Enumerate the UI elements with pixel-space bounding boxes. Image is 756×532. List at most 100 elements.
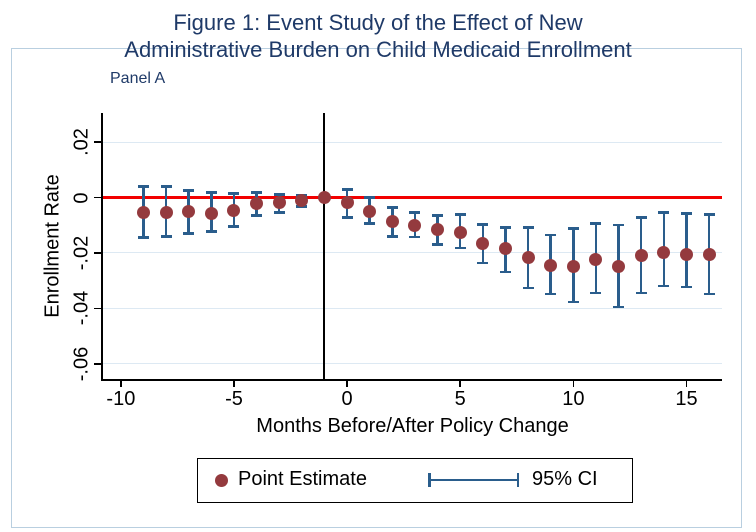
x-tick-label: -5 [225, 388, 243, 410]
x-axis-title: Months Before/After Policy Change [256, 415, 569, 437]
ci-cap-top [432, 214, 444, 217]
legend: Point Estimate 95% CI [197, 458, 633, 503]
x-tick-label: 15 [675, 388, 698, 410]
ci-cap-bottom [477, 261, 489, 265]
y-axis-title: Enrollment Rate [41, 174, 64, 318]
y-gridline [103, 252, 722, 254]
y-axis-line [101, 113, 103, 381]
legend-point-estimate-label: Point Estimate [238, 468, 367, 490]
ci-cap-bottom [228, 225, 240, 228]
ci-cap-top [680, 212, 692, 215]
point-estimate-marker [340, 195, 354, 209]
ci-cap-top [273, 193, 285, 196]
graph-region-border [11, 48, 742, 528]
y-tick-mark [94, 307, 101, 310]
point-estimate-marker [204, 206, 218, 220]
panel-label: Panel A [110, 70, 166, 87]
point-estimate-marker [476, 236, 490, 250]
ci-cap-top [160, 185, 172, 188]
x-tick-mark [572, 381, 575, 387]
y-gridline [103, 307, 722, 309]
ci-cap-bottom [432, 243, 444, 246]
point-estimate-marker [702, 247, 716, 261]
x-axis-line [101, 379, 722, 381]
legend-ci-whisker-icon [428, 473, 519, 487]
x-tick-mark [685, 381, 688, 387]
y-tick-mark [94, 141, 101, 143]
y-tick-mark [94, 252, 101, 254]
ci-cap-top [635, 216, 647, 219]
ci-cap-bottom [545, 292, 557, 296]
ci-cap-top [409, 211, 421, 214]
y-tick-label: .02 [70, 128, 93, 156]
ci-cap-bottom [251, 214, 263, 217]
ci-cap-top [703, 213, 715, 216]
ci-cap-top [477, 223, 489, 226]
y-gridline [103, 363, 722, 365]
point-estimate-marker [566, 259, 580, 273]
y-tick-label: -.02 [70, 235, 93, 271]
point-estimate-marker [431, 222, 445, 236]
x-tick-label: 0 [341, 388, 353, 410]
point-estimate-marker [136, 205, 150, 219]
ci-cap-bottom [703, 292, 715, 296]
ci-cap-bottom [409, 235, 421, 239]
y-tick-mark [94, 363, 101, 365]
point-estimate-marker [159, 205, 173, 219]
ci-cap-top [567, 227, 579, 230]
legend-ci-label: 95% CI [532, 468, 598, 490]
point-estimate-marker [250, 197, 264, 211]
ci-cap-bottom [205, 230, 217, 233]
zero-reference-line [103, 196, 722, 199]
ci-cap-top [613, 223, 625, 227]
point-estimate-marker [634, 248, 648, 262]
ci-cap-top [228, 192, 240, 195]
figure-title: Figure 1: Event Study of the Effect of N… [28, 9, 728, 63]
y-tick-label: -.04 [70, 291, 93, 326]
ci-cap-bottom [522, 286, 534, 290]
ci-cap-bottom [635, 291, 647, 295]
point-estimate-marker [544, 258, 558, 272]
x-tick-mark [346, 381, 348, 387]
ci-cap-top [454, 213, 466, 216]
x-tick-label: 5 [454, 388, 466, 410]
ci-cap-bottom [567, 300, 579, 304]
ci-cap-top [499, 226, 511, 229]
ci-cap-bottom [454, 246, 466, 250]
ci-cap-bottom [273, 211, 285, 214]
point-estimate-marker [272, 195, 286, 209]
ci-cap-top [137, 185, 149, 188]
point-estimate-marker [385, 214, 399, 228]
ci-cap-bottom [341, 216, 353, 219]
ci-cap-top [522, 226, 534, 229]
figure-title-line2: Administrative Burden on Child Medicaid … [124, 37, 632, 62]
ci-cap-top [386, 206, 398, 209]
ci-cap-bottom [613, 305, 625, 309]
ci-cap-bottom [386, 235, 398, 238]
ci-cap-bottom [658, 284, 670, 288]
x-tick-mark [233, 381, 235, 387]
y-tick-label: 0 [70, 191, 93, 204]
legend-point-marker-icon [215, 474, 228, 487]
point-estimate-marker [227, 204, 241, 218]
ci-cap-bottom [499, 270, 511, 274]
point-estimate-marker [498, 241, 512, 255]
policy-change-event-line [323, 113, 326, 379]
point-estimate-marker [657, 245, 671, 259]
ci-cap-bottom [364, 222, 376, 225]
point-estimate-marker [589, 252, 603, 266]
point-estimate-marker [453, 225, 467, 239]
ci-cap-top [658, 211, 670, 214]
y-tick-label: -.06 [70, 346, 93, 381]
point-estimate-marker [363, 204, 377, 218]
point-estimate-marker [679, 247, 693, 261]
y-gridline [103, 141, 722, 143]
ci-cap-top [251, 191, 263, 194]
ci-cap-bottom [160, 235, 172, 238]
ci-cap-bottom [680, 285, 692, 289]
x-tick-label: -10 [106, 388, 136, 410]
ci-cap-top [341, 188, 353, 191]
figure-title-line1: Figure 1: Event Study of the Effect of N… [173, 10, 583, 35]
ci-cap-bottom [183, 232, 195, 235]
